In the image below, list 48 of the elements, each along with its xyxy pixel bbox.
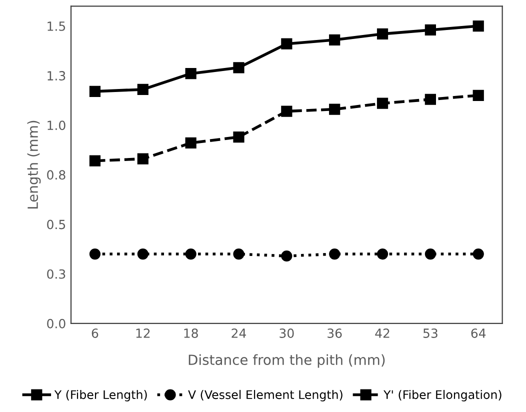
- x-tick-label: 12: [136, 328, 150, 338]
- point: [281, 250, 292, 262]
- point: [281, 106, 292, 117]
- x-tick-label: 42: [375, 328, 390, 338]
- point: [424, 248, 436, 260]
- x-axis-title: Distance from the pith (mm): [188, 354, 385, 368]
- y-tick-label: 1.5: [48, 22, 66, 31]
- point: [137, 248, 148, 260]
- point: [472, 248, 484, 260]
- point: [376, 248, 388, 260]
- point: [233, 62, 244, 74]
- x-tick-label: 30: [280, 328, 294, 338]
- point: [185, 248, 196, 260]
- point: [89, 155, 101, 166]
- y-tick-label: 0.5: [47, 220, 66, 230]
- x-tick-label: 18: [184, 328, 198, 338]
- y-tick-label: 0.3: [47, 269, 66, 279]
- point: [185, 137, 196, 149]
- x-tick-label: 53: [423, 328, 438, 338]
- point: [472, 20, 484, 32]
- point: [281, 38, 292, 50]
- legend-label: Y' (Fiber Elongation): [384, 390, 502, 402]
- y-tick-label: 1.0: [48, 120, 66, 130]
- point: [233, 248, 244, 260]
- x-tick-label: 6: [92, 328, 98, 338]
- point: [89, 86, 101, 97]
- point: [329, 104, 340, 115]
- point: [185, 68, 196, 80]
- point: [137, 84, 148, 96]
- point: [329, 248, 340, 260]
- point: [89, 248, 101, 260]
- legend-label: V (Vessel Element Length): [188, 390, 342, 402]
- point: [376, 98, 388, 109]
- point: [137, 153, 148, 164]
- x-tick-label: 24: [232, 328, 246, 338]
- y-tick-label: 0.0: [47, 318, 66, 328]
- point: [472, 90, 484, 101]
- point: [329, 34, 340, 46]
- y-axis-title: Length (mm): [27, 120, 41, 209]
- x-tick-label: 36: [328, 328, 342, 338]
- point: [376, 28, 388, 40]
- point: [424, 24, 436, 36]
- y-tick-label: 0.8: [47, 170, 66, 180]
- y-tick-label: 1.3: [48, 71, 66, 81]
- legend-label: Y (Fiber Length): [54, 390, 147, 402]
- x-tick-label: 64: [471, 328, 486, 338]
- point: [424, 94, 436, 105]
- point: [233, 131, 244, 143]
